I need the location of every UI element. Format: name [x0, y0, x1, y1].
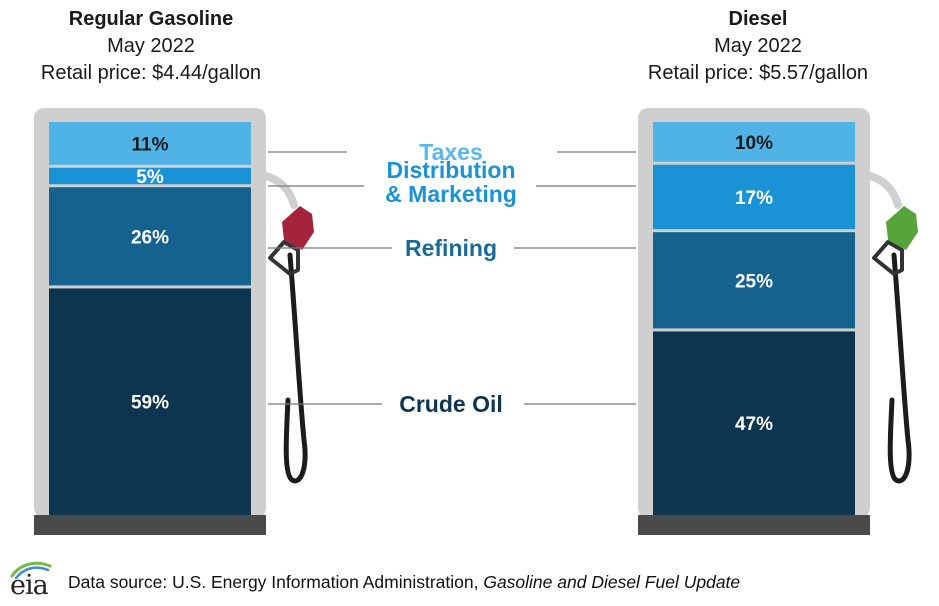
value-label-regular-gasoline-taxes: 11% [132, 134, 169, 155]
eia-logo: eia [6, 560, 58, 604]
legend-label-distribution-and-marketing: Distribution & Marketing [385, 157, 517, 207]
gasoline-header: Regular Gasoline May 2022 Retail price: … [0, 6, 302, 87]
value-label-diesel-crude-oil: 47% [735, 414, 773, 435]
bar-diesel-taxes [653, 122, 855, 162]
diesel-header: Diesel May 2022 Retail price: $5.57/gall… [608, 6, 908, 87]
diesel-nozzle-icon [866, 172, 918, 484]
value-label-regular-gasoline-distribution-and-marketing: 5% [136, 167, 164, 188]
bar-regular-gasoline-crude-oil [49, 288, 251, 515]
diesel-price: Retail price: $5.57/gallon [647, 62, 869, 84]
value-label-diesel-refining: 25% [735, 271, 773, 292]
value-label-diesel-distribution-and-marketing: 17% [735, 188, 773, 209]
value-label-regular-gasoline-refining: 26% [131, 227, 169, 248]
diesel-title: Diesel [728, 8, 788, 30]
legend-label-refining: Refining [405, 235, 497, 261]
legend-connector-lines [268, 151, 636, 405]
bar-regular-gasoline-refining [49, 187, 251, 286]
bar-diesel-refining [653, 232, 855, 329]
bar-diesel-crude-oil [653, 331, 855, 515]
eia-logo-text: eia [10, 570, 49, 601]
gasoline-period: May 2022 [107, 35, 195, 57]
diesel-pump-base [638, 515, 870, 535]
bar-regular-gasoline-taxes [49, 122, 251, 165]
gasoline-pump-base [34, 515, 266, 535]
gasoline-title: Regular Gasoline [68, 8, 234, 30]
legend-label-crude-oil: Crude Oil [399, 391, 503, 417]
diesel-period: May 2022 [714, 35, 802, 57]
footer: eia Data source: U.S. Energy Information… [0, 560, 939, 606]
legend-label-taxes: Taxes [419, 139, 483, 165]
bar-regular-gasoline-distribution-and-marketing [49, 167, 251, 185]
data-source-prefix: Data source: U.S. Energy Information Adm… [68, 572, 484, 592]
center-legend: Crude Oil Refining Distribution & Marketing… [385, 139, 517, 417]
fuel-price-breakdown-chart: 59% 26% 5% 11% 47% 25% 17% 10% Crude Oil Refinin… [34, 108, 918, 535]
value-label-regular-gasoline-crude-oil: 59% [131, 393, 169, 414]
value-label-diesel-taxes: 10% [735, 133, 773, 154]
data-source-title: Gasoline and Diesel Fuel Update [483, 572, 741, 592]
bar-diesel-distribution-and-marketing [653, 164, 855, 230]
gasoline-nozzle-icon [262, 172, 314, 484]
gasoline-price: Retail price: $4.44/gallon [40, 62, 262, 84]
data-source-note: Data source: U.S. Energy Information Adm… [68, 572, 740, 593]
stacked-bars: 59% 26% 5% 11% 47% 25% 17% 10% [49, 122, 855, 515]
